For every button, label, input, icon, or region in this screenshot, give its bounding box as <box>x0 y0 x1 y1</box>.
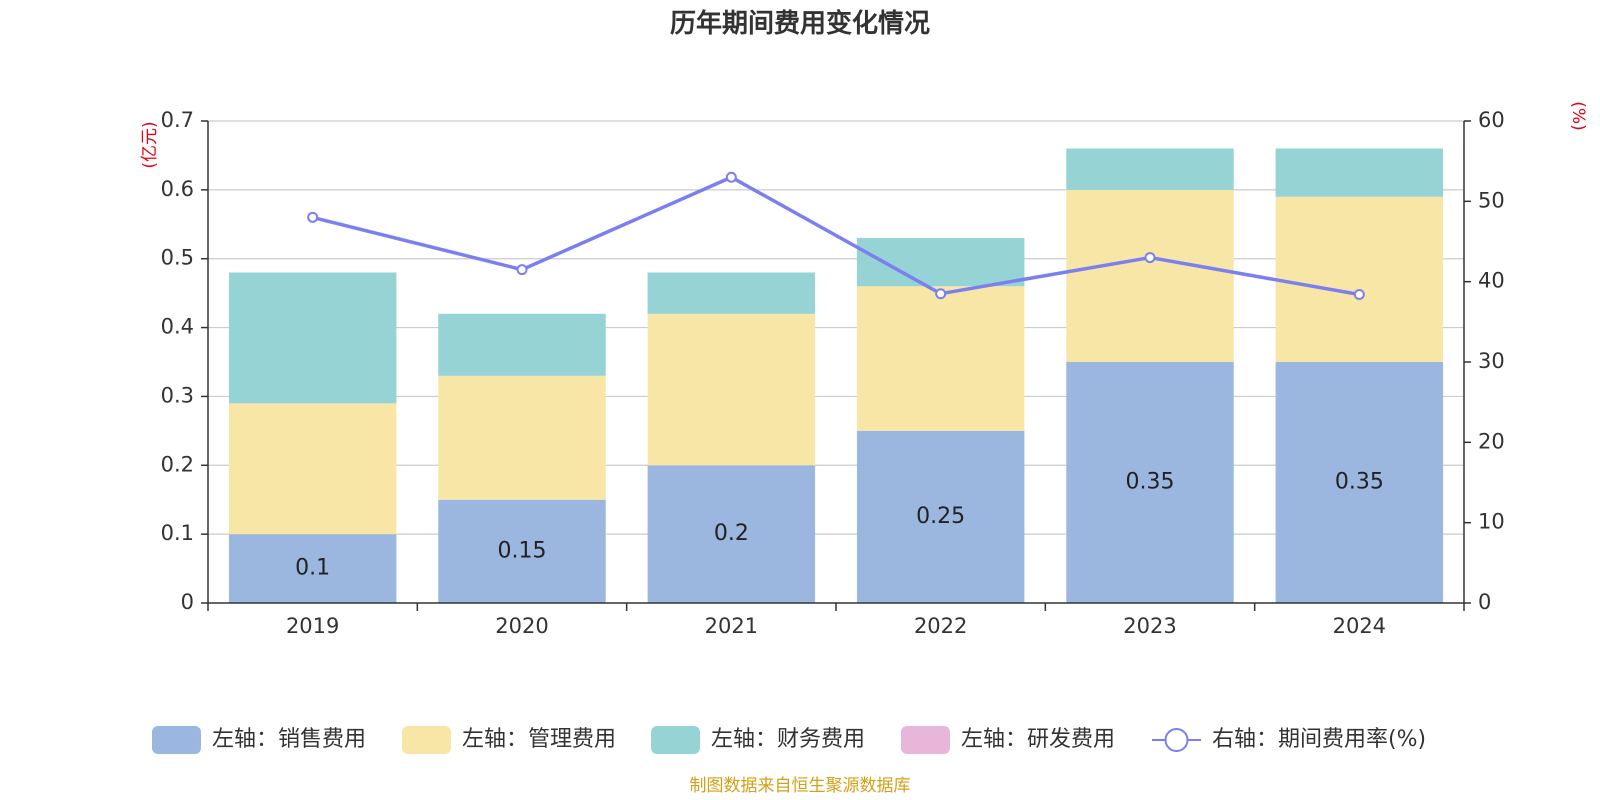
right-axis-unit: (%) <box>1568 101 1588 130</box>
left-tick-label: 0.4 <box>161 315 194 339</box>
right-tick-label: 20 <box>1478 429 1505 453</box>
source-note: 制图数据来自恒生聚源数据库 <box>690 776 911 796</box>
rate-line-path <box>312 175 1360 297</box>
bar-data-label: 0.2 <box>714 521 749 546</box>
left-tick-label: 0.3 <box>161 383 194 407</box>
legend-item[interactable]: 左轴：管理费用 <box>402 726 616 754</box>
legend-label: 右轴：期间费用率(%) <box>1212 727 1426 752</box>
legend-swatch <box>402 726 451 754</box>
bar-segment <box>647 272 816 314</box>
x-tick-label: 2021 <box>705 614 758 638</box>
bar-segment <box>1066 148 1234 190</box>
legend-label: 左轴：管理费用 <box>462 727 616 752</box>
rate-point <box>1353 289 1365 301</box>
bar-segment <box>438 499 606 603</box>
rate-point <box>516 264 528 276</box>
left-tick-label: 0.6 <box>161 177 194 201</box>
data-labels: 0.1 0.15 0.2 0.25 0.35 0.35 <box>295 470 1384 581</box>
bar-segment <box>1275 196 1444 362</box>
rate-line <box>307 171 1365 301</box>
right-tick-label: 30 <box>1478 349 1505 373</box>
legend-item[interactable]: 左轴：销售费用 <box>152 726 366 754</box>
legend-item[interactable]: 右轴：期间费用率(%) <box>1152 727 1426 752</box>
legend-label: 左轴：销售费用 <box>212 727 366 752</box>
left-tick-label: 0 <box>181 590 194 614</box>
legend-item[interactable]: 左轴：研发费用 <box>901 726 1115 754</box>
rate-point <box>935 288 947 300</box>
left-tick-label: 0.2 <box>161 452 194 476</box>
bar-segment <box>438 313 606 376</box>
right-tick-label: 60 <box>1478 108 1505 132</box>
bars <box>228 148 1444 603</box>
right-tick-label: 10 <box>1478 510 1505 534</box>
legend-item[interactable]: 左轴：财务费用 <box>651 726 865 754</box>
x-tick-label: 2023 <box>1123 614 1176 638</box>
left-axis-unit: (亿元) <box>140 121 160 168</box>
right-tick-label: 40 <box>1478 269 1505 293</box>
rate-point <box>1144 252 1156 264</box>
rate-point <box>725 171 737 183</box>
grid <box>208 120 1464 535</box>
bar-segment <box>1066 189 1234 362</box>
bar-segment <box>228 272 397 404</box>
legend-swatch <box>901 726 950 754</box>
bar-segment <box>1275 148 1444 197</box>
bar-data-label: 0.15 <box>498 538 547 563</box>
left-tick-label: 0.1 <box>161 521 194 545</box>
chart-title: 历年期间费用变化情况 <box>670 8 930 39</box>
axes: 0 0.1 0.2 0.3 0.4 0.5 0.6 0.7 0 10 20 30 40 50 60 2019 2… <box>161 108 1505 638</box>
x-tick-label: 2024 <box>1333 614 1386 638</box>
legend[interactable]: 左轴：销售费用 左轴：管理费用 左轴：财务费用 左轴：研发费用 右轴：期间费用率(%) <box>152 726 1426 754</box>
legend-swatch <box>152 726 201 754</box>
bar-segment <box>856 430 1025 603</box>
bar-segment <box>438 375 606 500</box>
right-tick-label: 0 <box>1478 590 1491 614</box>
bar-data-label: 0.25 <box>916 504 965 529</box>
legend-swatch <box>651 726 700 754</box>
bar-data-label: 0.1 <box>295 556 330 581</box>
right-tick-label: 50 <box>1478 188 1505 212</box>
rate-point <box>307 211 319 223</box>
bar-segment <box>647 465 816 603</box>
left-tick-label: 0.5 <box>161 246 194 270</box>
left-tick-label: 0.7 <box>161 108 194 132</box>
bar-segment <box>1066 362 1234 603</box>
bar-segment <box>1275 362 1444 603</box>
bar-segment <box>647 313 816 466</box>
x-tick-label: 2022 <box>914 614 967 638</box>
bar-data-label: 0.35 <box>1335 470 1384 495</box>
bar-segment <box>228 403 397 535</box>
x-tick-label: 2019 <box>286 614 339 638</box>
bar-data-label: 0.35 <box>1126 470 1175 495</box>
legend-label: 左轴：财务费用 <box>711 727 865 752</box>
legend-label: 左轴：研发费用 <box>961 727 1115 752</box>
legend-marker-icon <box>1164 728 1189 752</box>
bar-segment <box>856 286 1025 431</box>
bar-segment <box>228 534 397 603</box>
x-tick-label: 2020 <box>495 614 548 638</box>
